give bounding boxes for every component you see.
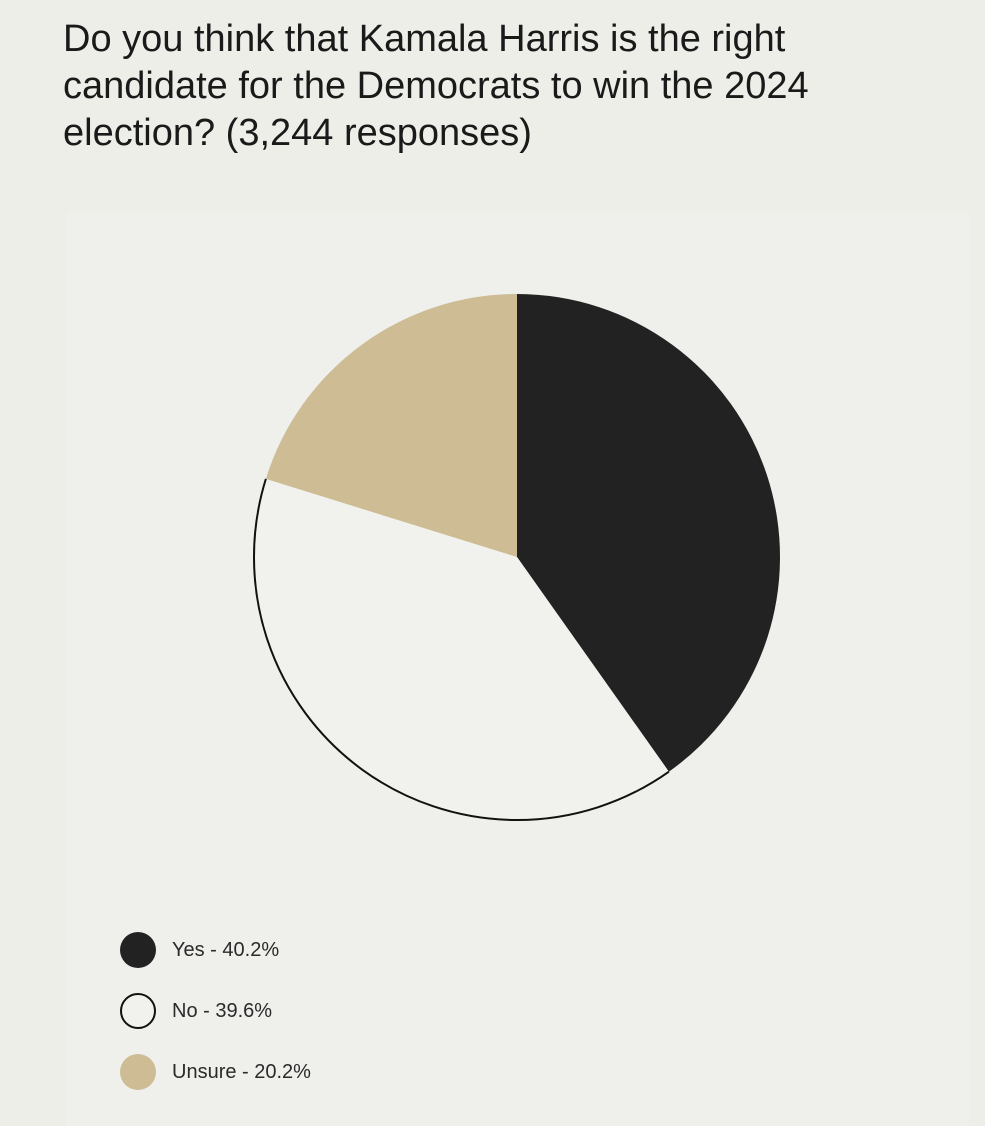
chart-legend: Yes - 40.2% No - 39.6% Unsure - 20.2% (120, 932, 311, 1115)
legend-label-no: No - 39.6% (172, 999, 273, 1022)
legend-item-no: No - 39.6% (120, 993, 311, 1029)
legend-label-unsure: Unsure - 20.2% (172, 1060, 311, 1083)
chart-title: Do you think that Kamala Harris is the r… (63, 18, 809, 154)
legend-item-unsure: Unsure - 20.2% (120, 1054, 311, 1090)
pie-slice-no (253, 478, 669, 821)
pie-slice-unsure (265, 294, 517, 557)
legend-swatch-yes (120, 932, 156, 968)
legend-swatch-no (120, 993, 156, 1029)
legend-swatch-unsure (120, 1054, 156, 1090)
pie-slice-yes (517, 294, 781, 772)
pie-slice-no-outline (253, 478, 670, 821)
legend-item-yes: Yes - 40.2% (120, 932, 311, 968)
legend-label-yes: Yes - 40.2% (172, 938, 280, 961)
